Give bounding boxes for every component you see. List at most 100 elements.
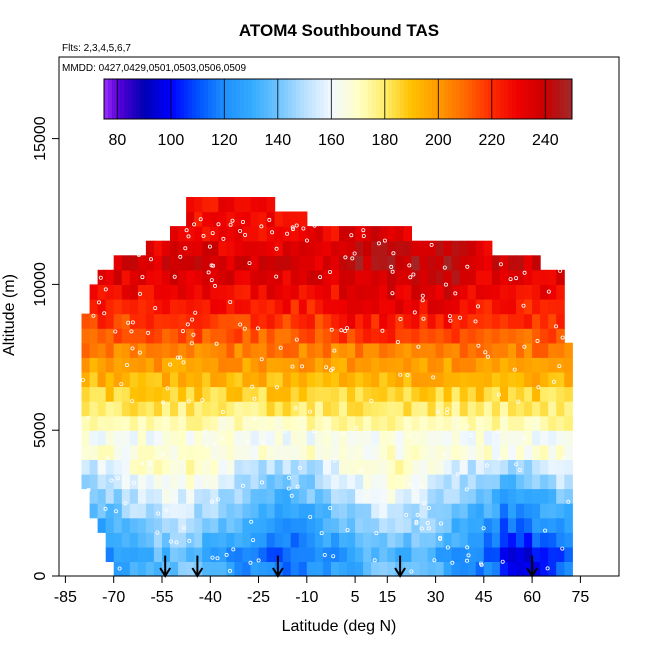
colorbar-tick-label: 140 xyxy=(264,132,291,149)
sample-point xyxy=(543,528,548,533)
sample-point xyxy=(119,382,124,387)
heat-cell xyxy=(483,299,493,315)
heat-cell xyxy=(467,328,477,344)
heat-cell xyxy=(524,269,533,285)
colorbar-segment xyxy=(172,79,177,119)
heat-cell xyxy=(403,357,412,373)
heat-cell xyxy=(339,299,348,315)
colorbar-segment xyxy=(104,79,109,119)
heat-cell xyxy=(556,473,565,490)
heat-cell xyxy=(387,313,396,329)
heat-cell xyxy=(210,532,219,548)
heat-cell xyxy=(129,517,139,533)
heat-cell xyxy=(113,401,123,417)
heat-cell xyxy=(314,342,324,358)
heat-cell xyxy=(202,269,211,285)
heat-cell xyxy=(322,284,332,300)
heat-cell xyxy=(186,240,195,256)
heat-cell xyxy=(170,255,179,271)
heat-cell xyxy=(524,444,533,460)
heat-cell xyxy=(475,503,485,519)
sample-point xyxy=(164,508,169,513)
heat-cell xyxy=(218,444,227,460)
heat-cell xyxy=(97,269,107,285)
heat-cell xyxy=(226,546,235,562)
sample-point xyxy=(442,265,447,270)
heat-cell xyxy=(121,342,131,358)
heat-cell xyxy=(371,401,380,417)
heat-cell xyxy=(97,357,107,373)
heat-cell xyxy=(121,488,131,504)
x-tick-label: 60 xyxy=(523,589,541,606)
heat-cell xyxy=(145,269,155,285)
heat-cell xyxy=(355,226,364,242)
sample-point xyxy=(412,310,417,315)
sample-point xyxy=(238,322,243,327)
heat-cell xyxy=(443,328,453,344)
heat-cell xyxy=(242,211,251,227)
heat-cell xyxy=(339,328,348,344)
colorbar-segment xyxy=(292,79,297,119)
heat-cell xyxy=(202,430,211,446)
heat-cell xyxy=(162,444,171,460)
heat-cell xyxy=(250,488,260,504)
heat-cell xyxy=(387,459,396,475)
heat-cell xyxy=(556,546,565,562)
heat-cell xyxy=(282,386,292,402)
heat-cell xyxy=(170,415,179,431)
colorbar-segment xyxy=(488,79,493,119)
heat-cell xyxy=(475,473,485,490)
heat-cell xyxy=(298,532,308,548)
heat-cell xyxy=(145,430,155,446)
sample-point xyxy=(161,400,166,405)
heat-cell xyxy=(508,299,517,315)
heat-cell xyxy=(427,517,437,533)
heat-cell xyxy=(298,371,308,388)
heat-cell xyxy=(371,328,380,344)
heat-cell xyxy=(113,459,123,475)
sample-point xyxy=(497,456,502,461)
heat-cell xyxy=(113,299,123,315)
colorbar-segment xyxy=(240,79,245,119)
heat-cell xyxy=(564,371,573,388)
heat-cell xyxy=(121,444,131,460)
heat-cell xyxy=(234,473,243,490)
heat-cell xyxy=(258,444,268,460)
sample-point xyxy=(376,241,381,246)
heat-cell xyxy=(540,473,549,490)
heat-cell xyxy=(540,561,549,577)
colorbar-segment xyxy=(340,79,345,119)
heat-cell xyxy=(411,255,420,271)
heat-cell xyxy=(81,371,91,388)
heat-cell xyxy=(459,561,469,577)
heat-cell xyxy=(306,401,316,417)
heat-cell xyxy=(459,532,469,548)
heat-cell xyxy=(258,415,268,431)
heat-cell xyxy=(556,401,565,417)
heat-cell xyxy=(258,226,268,242)
heat-cell xyxy=(218,357,227,373)
sample-point xyxy=(81,377,86,382)
heat-cell xyxy=(403,328,412,344)
heat-cell xyxy=(508,532,517,548)
heat-cell xyxy=(266,357,276,373)
sample-point xyxy=(560,335,565,340)
heat-cell xyxy=(387,444,396,460)
colorbar-segment xyxy=(496,79,501,119)
sample-point xyxy=(160,451,165,456)
sample-point xyxy=(227,568,232,573)
sample-point xyxy=(496,392,501,397)
heat-cell xyxy=(371,561,380,577)
heat-cell xyxy=(395,371,404,388)
heat-cell xyxy=(105,269,115,285)
sample-point xyxy=(153,306,158,311)
heat-cell xyxy=(202,328,211,344)
heat-cell xyxy=(491,386,501,402)
heat-cell xyxy=(153,532,163,548)
heat-cell xyxy=(113,488,123,504)
sample-point xyxy=(172,274,177,279)
heat-cell xyxy=(194,328,203,344)
heat-cell xyxy=(363,386,372,402)
heat-cell xyxy=(419,255,429,271)
sample-point xyxy=(129,329,134,334)
